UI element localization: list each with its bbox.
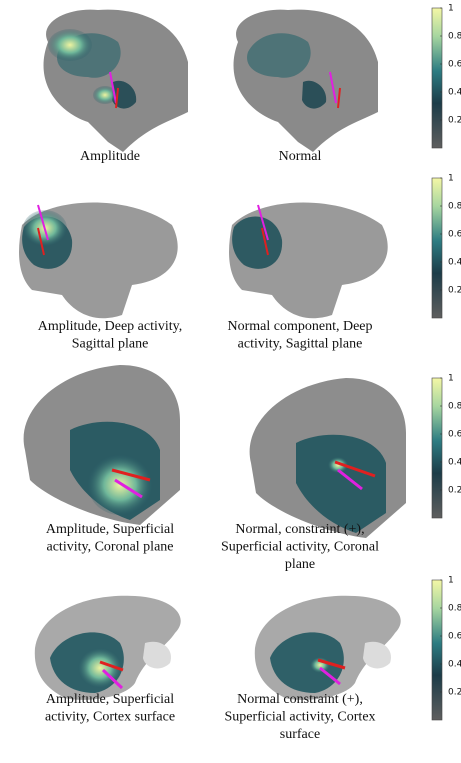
- caption-line: Normal: [279, 149, 322, 164]
- colorbar-tick-label: 0.4: [448, 88, 461, 98]
- caption-line: activity, Sagittal plane: [238, 337, 363, 352]
- colorbar-tick-label: 0.2: [448, 286, 461, 296]
- caption-line: Normal, constraint (+),: [235, 522, 364, 537]
- caption-line: Normal constraint (+),: [237, 692, 363, 707]
- caption-line: Normal component, Deep: [227, 319, 372, 334]
- colorbar-tick-label: 0.6: [448, 430, 461, 440]
- colorbar: [431, 377, 443, 519]
- colorbar-tick-label: 0.4: [448, 660, 461, 670]
- colorbar-tick-label: 1: [448, 576, 454, 586]
- caption-line: activity, Cortex surface: [45, 710, 175, 725]
- panel-image: [254, 595, 401, 700]
- caption-line: Superficial activity, Coronal: [221, 540, 379, 555]
- colorbar-tick-label: 1: [448, 4, 454, 14]
- colorbar-tick-label: 1: [448, 174, 454, 184]
- panel-image: [23, 365, 181, 525]
- colorbar-tick-label: 1: [448, 374, 454, 384]
- colorbar-tick-label: 0.2: [448, 116, 461, 126]
- panel-image: [34, 595, 181, 700]
- caption-line: Amplitude, Superficial: [46, 522, 174, 537]
- colorbar-tick-label: 0.8: [448, 202, 461, 212]
- panel-image: [233, 9, 378, 153]
- colorbar: [431, 579, 443, 721]
- colorbar-tick-label: 0.6: [448, 230, 461, 240]
- caption-line: surface: [280, 727, 320, 742]
- colorbar-tick-label: 0.8: [448, 604, 461, 614]
- caption-line: Superficial activity, Cortex: [224, 710, 375, 725]
- panel-image: [249, 378, 406, 538]
- panel-image: [43, 9, 188, 153]
- caption-line: plane: [285, 557, 315, 572]
- colorbar-tick-label: 0.4: [448, 458, 461, 468]
- colorbar: [431, 7, 443, 149]
- colorbar-tick-label: 0.8: [448, 402, 461, 412]
- colorbar-tick-label: 0.4: [448, 258, 461, 268]
- colorbar-tick-label: 0.2: [448, 486, 461, 496]
- caption-line: Sagittal plane: [72, 337, 149, 352]
- colorbar: [431, 177, 443, 319]
- colorbar-tick-label: 0.8: [448, 32, 461, 42]
- colorbar-tick-label: 0.2: [448, 688, 461, 698]
- colorbar-tick-label: 0.6: [448, 632, 461, 642]
- colorbar-tick-label: 0.6: [448, 60, 461, 70]
- caption-line: Amplitude: [80, 149, 140, 164]
- caption-line: Amplitude, Deep activity,: [38, 319, 183, 334]
- panel-image: [19, 202, 178, 319]
- panel-image: [229, 202, 388, 319]
- caption-line: Amplitude, Superficial: [46, 692, 174, 707]
- caption-line: activity, Coronal plane: [47, 540, 174, 555]
